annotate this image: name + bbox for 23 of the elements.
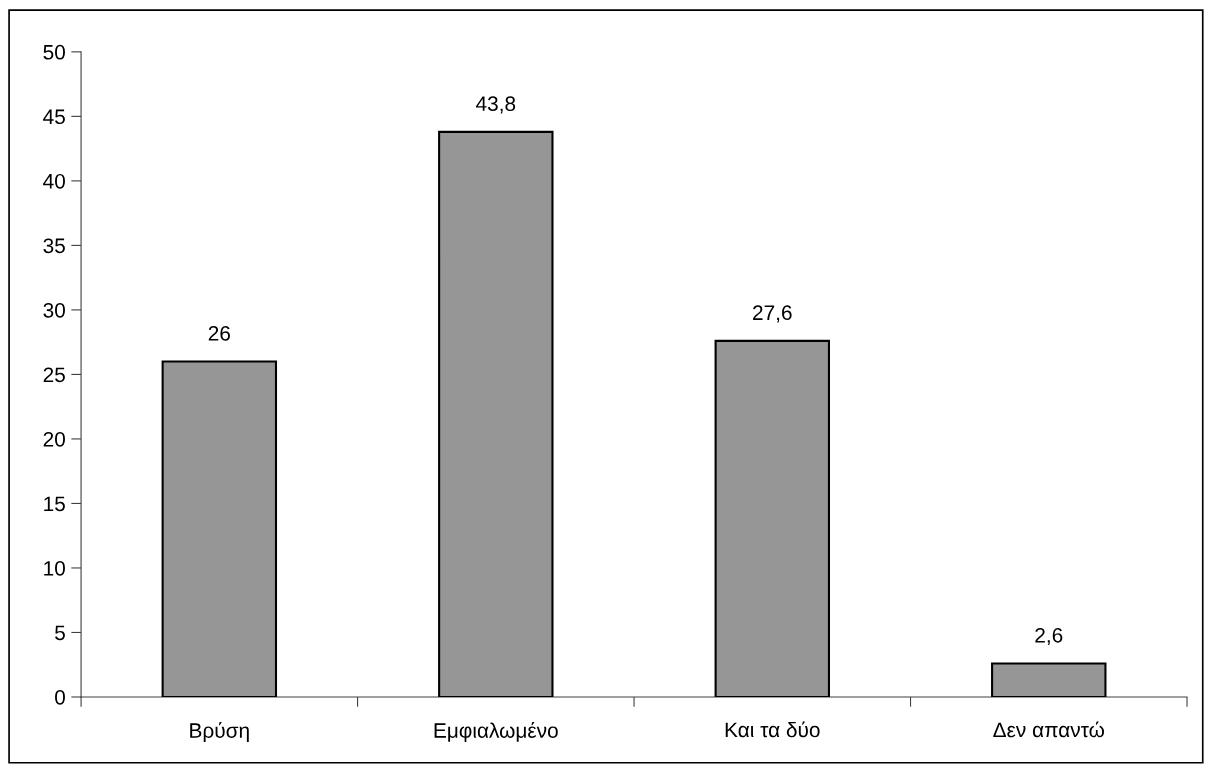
data-label: 26 — [208, 325, 230, 341]
bar — [161, 360, 278, 697]
y-tick-label: 20 — [43, 431, 65, 447]
y-tick-label: 30 — [43, 302, 65, 318]
y-tick-label: 25 — [43, 367, 65, 383]
x-tick-label: Εμφιαλωμένο — [434, 721, 558, 743]
y-tick-label: 50 — [43, 44, 65, 60]
x-tick-label: Και τα δύο — [725, 721, 820, 738]
bar — [991, 662, 1107, 697]
x-tick-label: Βρύση — [190, 721, 249, 743]
y-tick-label: 15 — [44, 496, 65, 512]
data-label: 27,6 — [753, 305, 792, 323]
y-tick-label: 5 — [55, 625, 65, 641]
data-label: 2,6 — [1035, 627, 1063, 646]
bar — [438, 130, 554, 697]
y-tick-label: 45 — [43, 109, 65, 125]
y-tick-label: 0 — [55, 689, 65, 705]
bar — [714, 339, 830, 697]
y-tick-label: 35 — [43, 238, 65, 254]
y-tick-label: 40 — [43, 173, 65, 189]
y-tick-label: 10 — [44, 560, 65, 576]
data-label: 43,8 — [476, 96, 516, 114]
x-tick-label: Δεν απαντώ — [993, 721, 1105, 738]
